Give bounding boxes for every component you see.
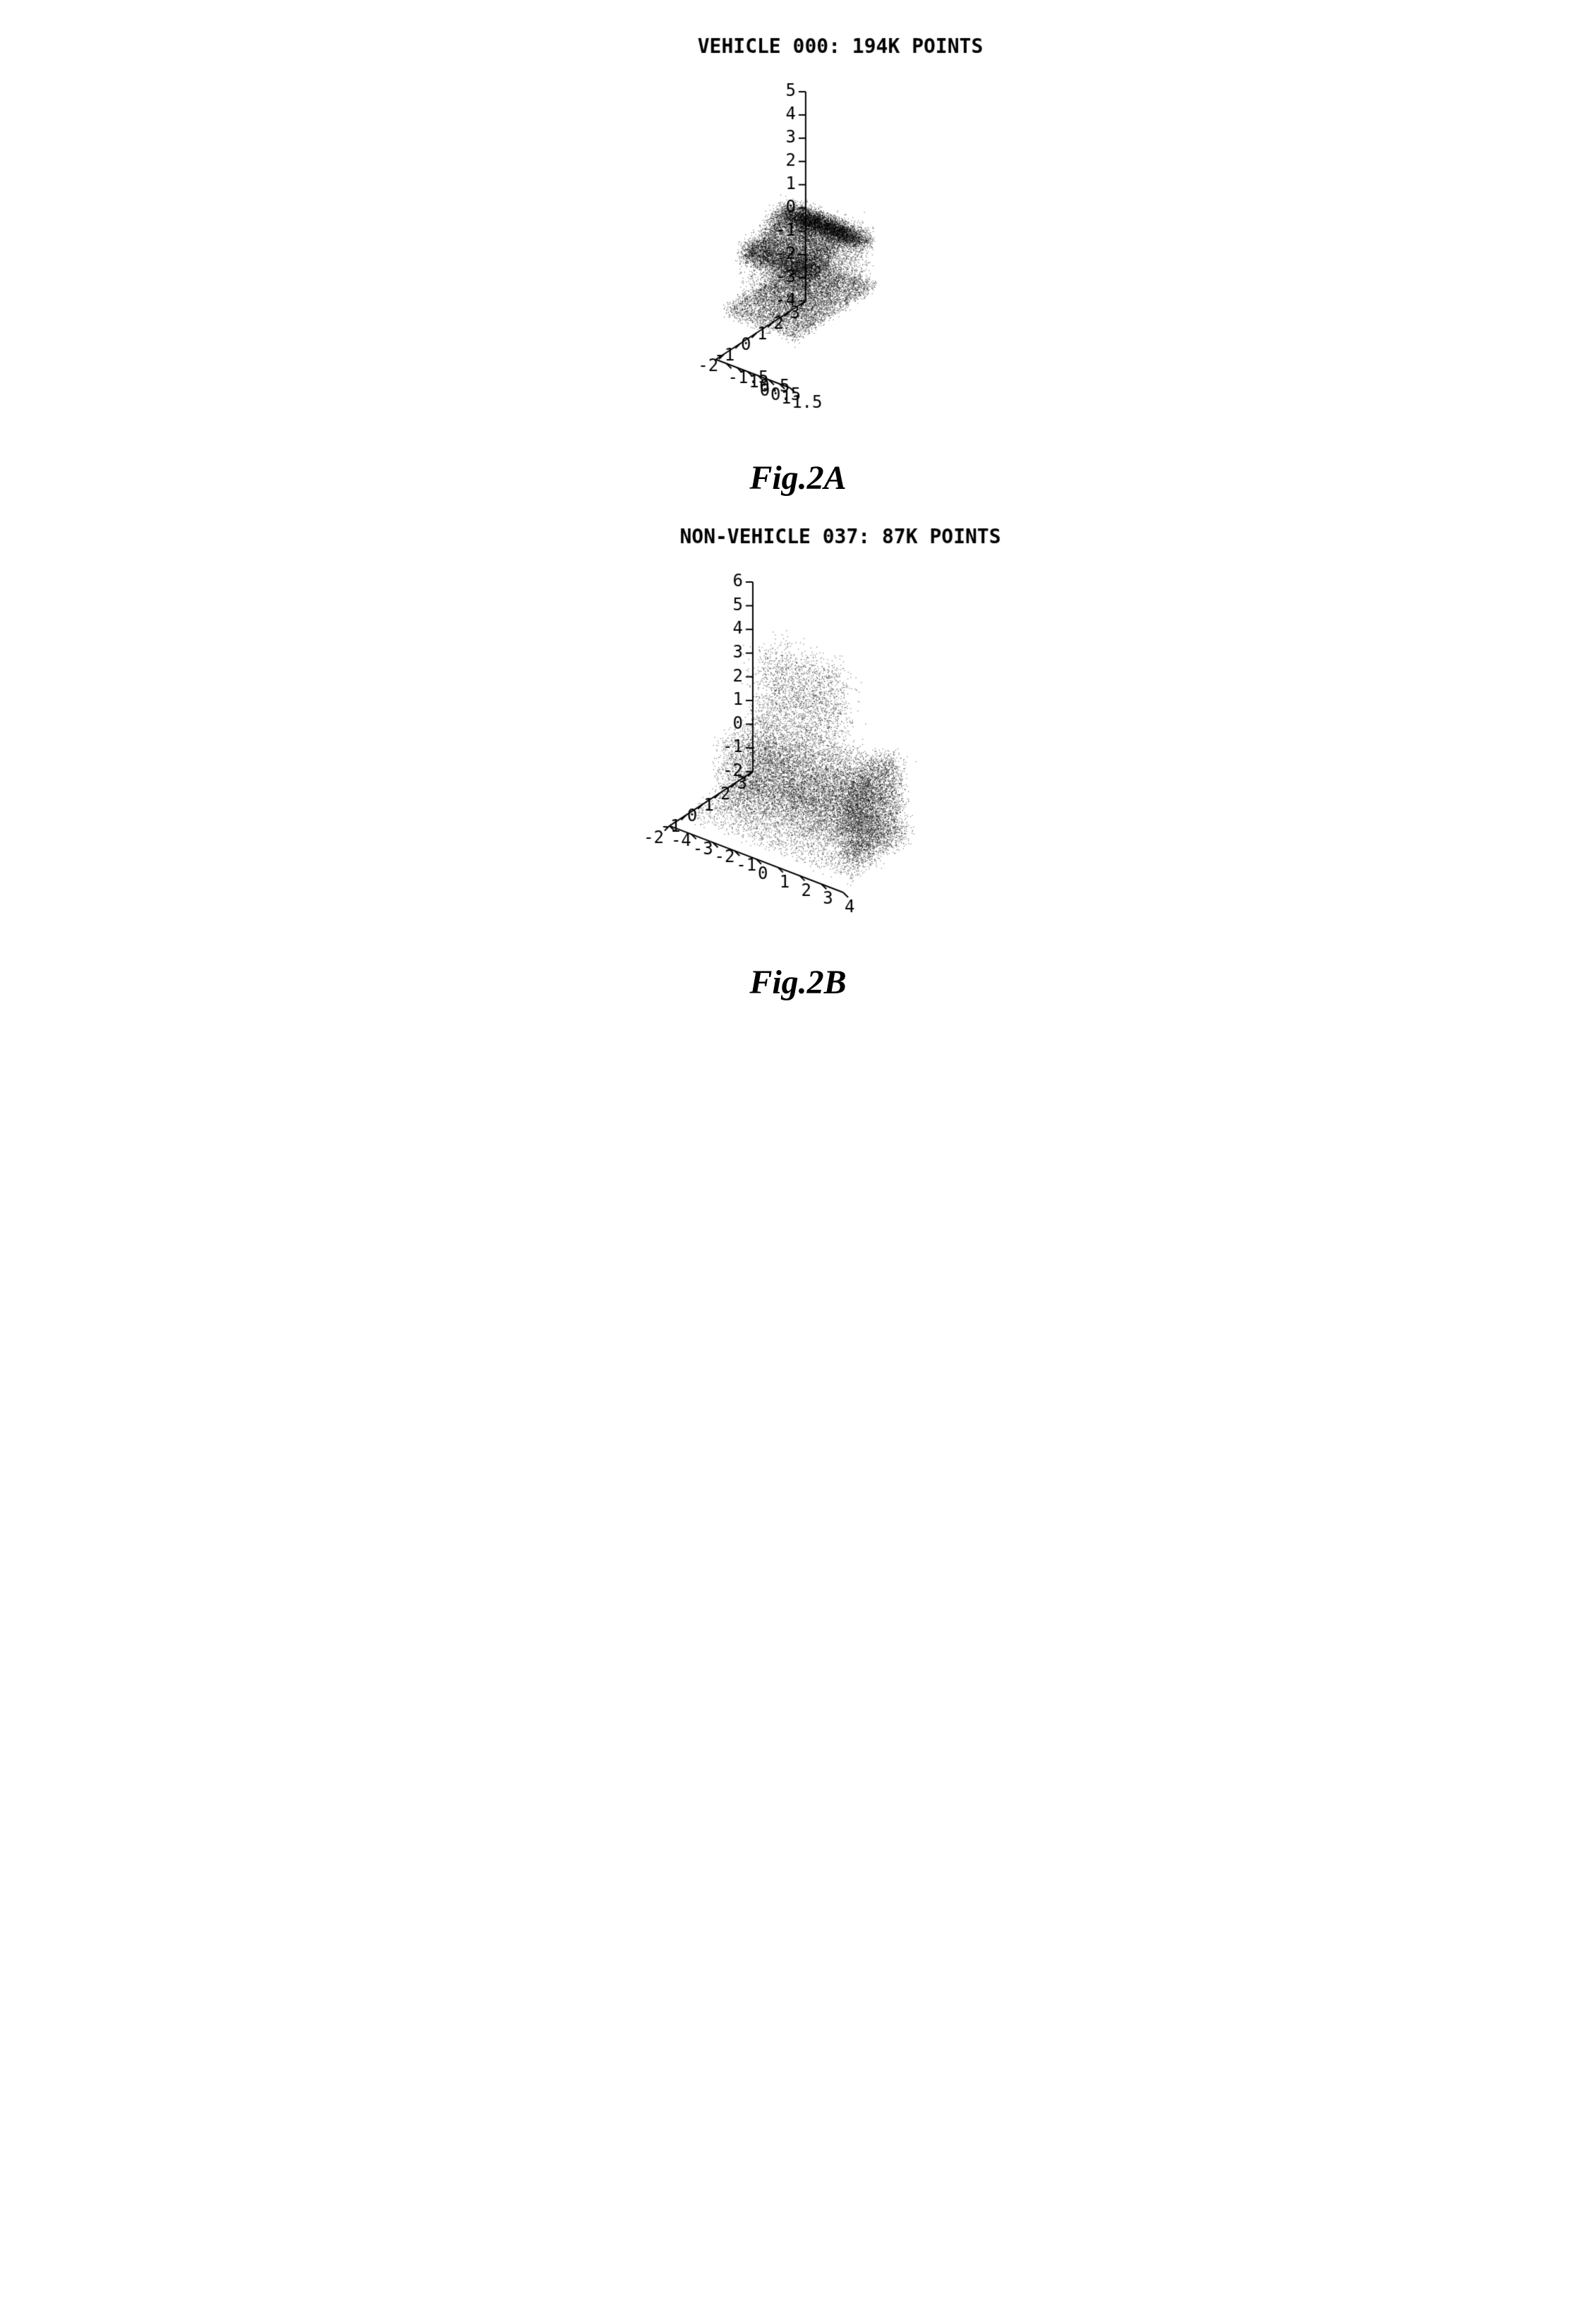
chart-canvas-a [445, 28, 1151, 452]
caption-a: Fig.2A [749, 459, 846, 497]
figure-2a: Fig.2A [445, 28, 1151, 497]
caption-b: Fig.2B [749, 963, 846, 1002]
figure-2b: Fig.2B [445, 519, 1151, 1002]
chart-canvas-b [445, 519, 1151, 956]
